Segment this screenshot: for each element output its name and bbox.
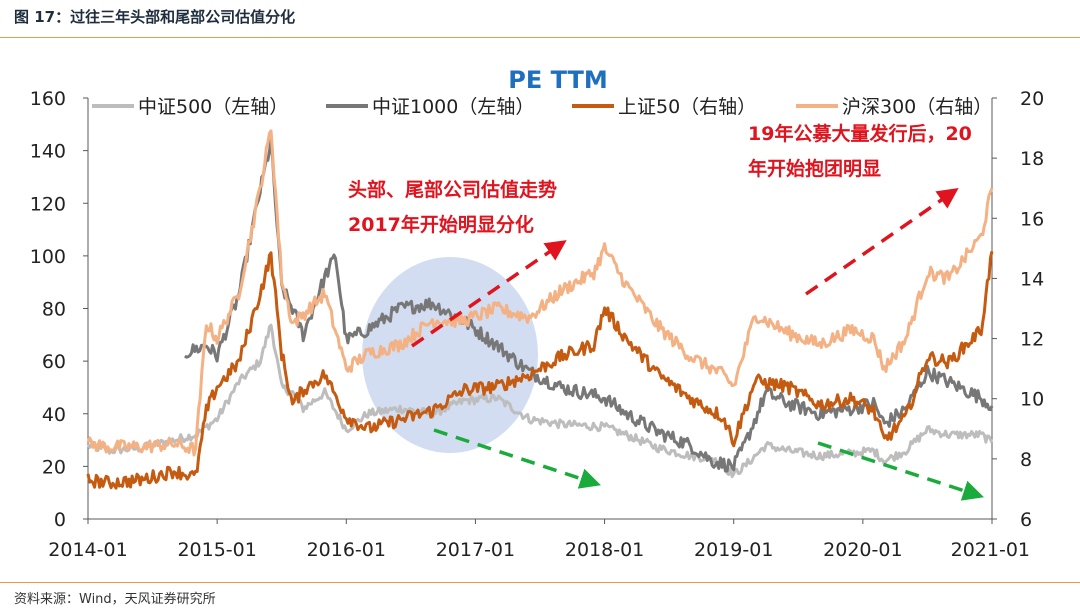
x-tick-label: 2019-01 (694, 539, 773, 561)
series-line-2 (86, 251, 994, 490)
y-right-tick-label: 18 (1020, 148, 1044, 170)
bottom-rule (0, 582, 1080, 583)
trend-arrow-tail-2020 (817, 441, 984, 501)
annotation-text: 头部、尾部公司估值走势 (348, 178, 557, 201)
y-left-tick-label: 0 (54, 509, 66, 531)
y-left-tick-label: 20 (42, 456, 66, 478)
x-tick-label: 2020-01 (823, 539, 902, 561)
legend-entry: 上证50（右轴） (618, 96, 756, 118)
y-left-tick-label: 160 (30, 88, 66, 110)
series-line-3 (86, 129, 994, 457)
trend-arrow-head-2017 (411, 240, 567, 348)
legend-entry: 中证500（左轴） (138, 96, 288, 118)
y-left-tick-label: 140 (30, 141, 66, 163)
y-left-tick-label: 40 (42, 404, 66, 426)
pe-ttm-chart: PE TTM 0 20 40 60 80 100 120 140 160 6 8 10 12 14 16 18… (30, 66, 1044, 561)
x-tick-label: 2014-01 (48, 539, 127, 561)
source-note: 资料来源：Wind，天风证券研究所 (14, 592, 216, 607)
y-right-tick-label: 20 (1020, 88, 1044, 110)
series-line-1 (184, 138, 994, 473)
top-rule (0, 37, 1080, 38)
y-right-tick-label: 8 (1020, 449, 1032, 471)
y-left-tick-label: 100 (30, 246, 66, 268)
annotation-text: 19年公募大量发行后，20 (748, 122, 972, 145)
trend-arrow-head-2020 (805, 188, 959, 296)
x-tick-label: 2021-01 (951, 539, 1030, 561)
chart-title: PE TTM (508, 66, 608, 94)
x-tick-label: 2018-01 (565, 539, 644, 561)
x-tick-label: 2015-01 (177, 539, 256, 561)
y-left-tick-label: 120 (30, 193, 66, 215)
y-right-tick-label: 14 (1020, 268, 1044, 290)
y-left-tick-label: 80 (42, 299, 66, 321)
x-tick-label: 2017-01 (436, 539, 515, 561)
figure-title: 图 17：过往三年头部和尾部公司估值分化 (14, 8, 296, 26)
series-line-0 (86, 323, 994, 479)
legend-entry: 沪深300（右轴） (842, 96, 992, 118)
y-right-tick-label: 6 (1020, 509, 1032, 531)
y-right-tick-label: 12 (1020, 329, 1044, 351)
legend-entry: 中证1000（左轴） (372, 96, 534, 118)
trend-arrow-tail-2017 (433, 428, 601, 489)
y-right-tick-label: 16 (1020, 208, 1044, 230)
x-tick-label: 2016-01 (307, 539, 386, 561)
y-right-tick-label: 10 (1020, 389, 1044, 411)
annotation-text: 年开始抱团明显 (748, 157, 881, 180)
y-left-tick-label: 60 (42, 351, 66, 373)
annotation-text: 2017年开始明显分化 (348, 213, 534, 236)
